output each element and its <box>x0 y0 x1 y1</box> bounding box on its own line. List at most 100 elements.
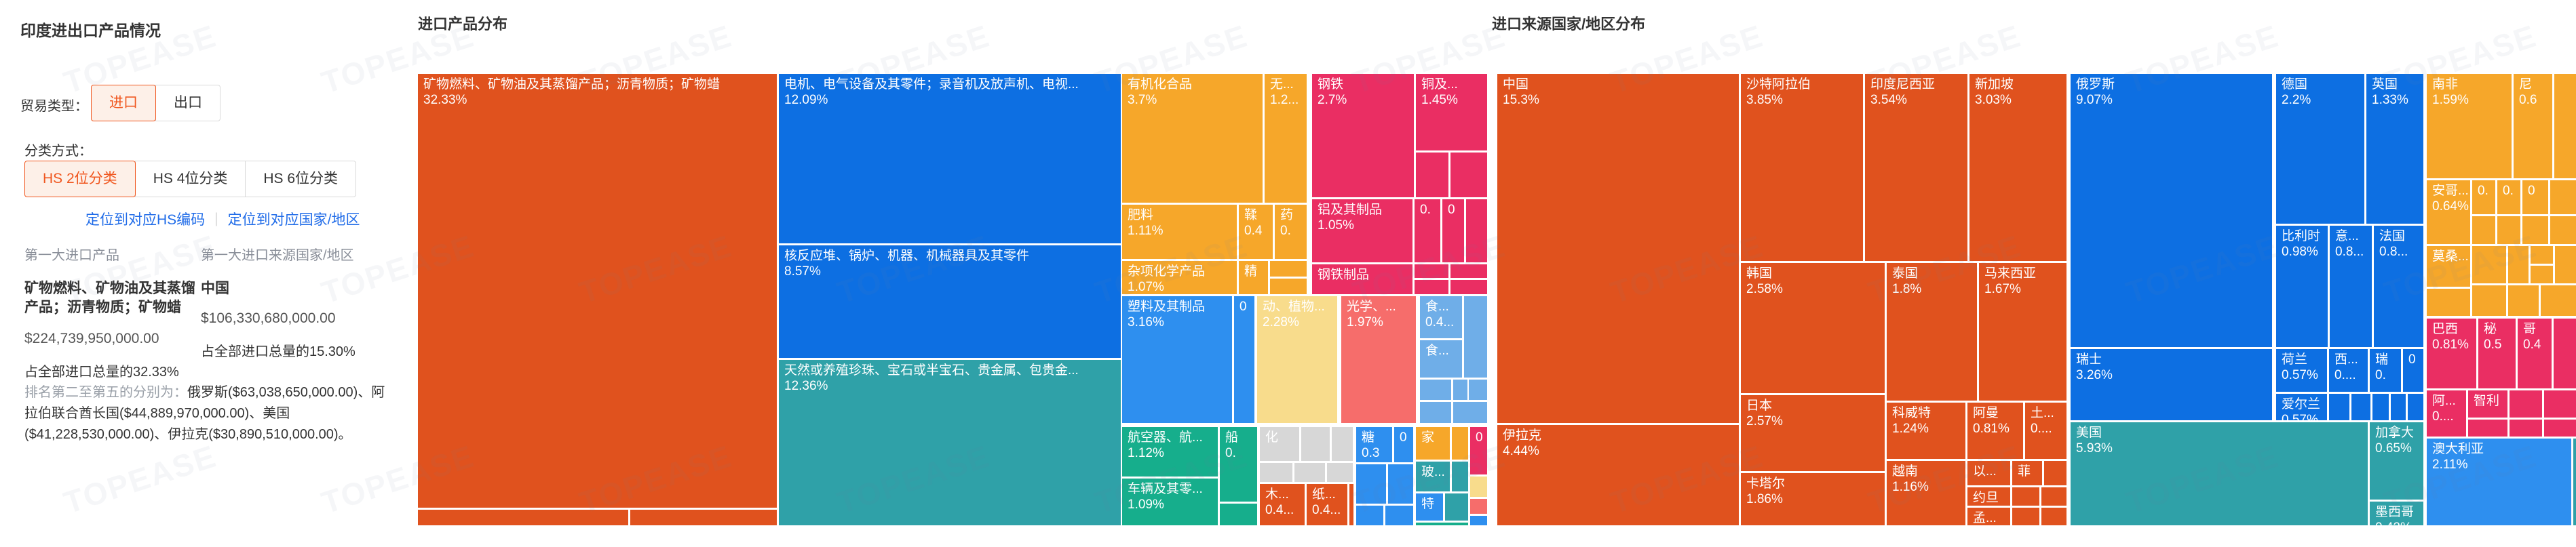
treemap-cell[interactable] <box>2391 394 2406 420</box>
treemap-cell[interactable]: 特 <box>1416 493 1443 521</box>
treemap-cell[interactable]: 马来西亚 1.67% <box>1979 263 2066 401</box>
treemap-cell[interactable]: 南非 1.59% <box>2427 74 2512 178</box>
treemap-cell[interactable]: 墨西哥0.42% <box>2370 502 2423 525</box>
treemap-cell[interactable]: 航空器、航... 1.12% <box>1122 427 1218 477</box>
treemap-cell[interactable] <box>1385 506 1413 525</box>
treemap-cell[interactable]: 铝及其制品 1.05% <box>1312 199 1412 262</box>
treemap-cell[interactable]: 瑞士 3.26% <box>2071 349 2272 420</box>
locate-hs-code-link[interactable]: 定位到对应HS编码 <box>85 212 206 228</box>
treemap-cell[interactable] <box>2555 246 2576 283</box>
treemap-cell[interactable] <box>1270 261 1307 277</box>
treemap-cell[interactable]: 伊拉克 4.44% <box>1497 425 1739 525</box>
treemap-cell[interactable] <box>1415 264 1448 278</box>
treemap-cell[interactable]: 新加坡 3.03% <box>1969 74 2066 261</box>
treemap-cell[interactable]: 西... 0.... <box>2329 349 2368 392</box>
treemap-cell[interactable] <box>2427 289 2470 316</box>
treemap-cell[interactable]: 以... <box>1967 461 2010 485</box>
treemap-cell[interactable] <box>2472 246 2506 283</box>
treemap-cell[interactable]: 科威特 1.24% <box>1887 403 1965 459</box>
treemap-cell[interactable] <box>1470 499 1487 514</box>
treemap-cell[interactable] <box>2550 216 2576 244</box>
treemap-cell[interactable]: 印度尼西亚 3.54% <box>1865 74 1967 261</box>
treemap-cell[interactable] <box>1220 504 1257 525</box>
treemap-cell[interactable] <box>630 510 777 525</box>
treemap-cell[interactable]: 土... 0.... <box>2025 403 2066 459</box>
treemap-cell[interactable]: 菲 <box>2012 461 2042 485</box>
treemap-cell[interactable]: 精 <box>1239 261 1268 294</box>
treemap-cell[interactable] <box>1294 463 1325 482</box>
treemap-cell[interactable] <box>2522 216 2548 244</box>
treemap-cell[interactable]: 日本 2.57% <box>1741 395 1885 471</box>
treemap-cell[interactable] <box>1416 153 1448 197</box>
treemap-cell[interactable]: 核反应堆、锅炉、机器、机械器具及其零件 8.57% <box>779 245 1121 358</box>
treemap-cell[interactable]: 电机、电气设备及其零件；录音机及放声机、电视... 12.09% <box>779 74 1121 243</box>
treemap-cell[interactable] <box>2468 420 2507 437</box>
treemap-cell[interactable] <box>2554 319 2576 388</box>
treemap-cell[interactable] <box>1452 462 1468 491</box>
locate-country-link[interactable]: 定位到对应国家/地区 <box>227 212 360 228</box>
treemap-cell[interactable]: 钢铁 2.7% <box>1312 74 1414 197</box>
treemap-cell[interactable]: 比利时 0.98% <box>2276 226 2328 347</box>
treemap-cell[interactable] <box>1453 380 1467 400</box>
treemap-cell[interactable]: 天然或养殖珍珠、宝石或半宝石、贵金属、包贵金... 12.36% <box>779 360 1121 525</box>
treemap-cell[interactable] <box>2408 394 2423 420</box>
treemap-cell[interactable]: 意... 0.8... <box>2330 226 2372 347</box>
treemap-cell[interactable]: 钢铁制品 <box>1312 264 1412 294</box>
treemap-cell[interactable] <box>2351 394 2370 420</box>
treemap-cell[interactable] <box>1356 464 1386 504</box>
treemap-cell[interactable]: 澳大利亚 2.11% <box>2427 439 2571 525</box>
treemap-cell[interactable] <box>2510 390 2542 418</box>
treemap-cell[interactable]: 瑞 0. <box>2370 349 2401 392</box>
treemap-cell[interactable]: 荷兰 0.57% <box>2276 349 2327 392</box>
treemap-cell[interactable] <box>2472 285 2506 316</box>
treemap-cell[interactable] <box>2472 216 2495 244</box>
treemap-cell[interactable] <box>2531 266 2553 283</box>
treemap-cell[interactable]: 家 <box>1416 427 1450 460</box>
treemap-cell[interactable]: 鞣 0.4 <box>1239 205 1273 259</box>
treemap-cell[interactable] <box>1388 464 1413 504</box>
treemap-cell[interactable] <box>1470 477 1487 497</box>
treemap-cell[interactable]: 约旦 <box>1967 487 2010 506</box>
treemap-cell[interactable] <box>2510 420 2542 437</box>
treemap-cell[interactable]: 食... <box>1420 340 1462 378</box>
treemap-cell[interactable]: 爱尔兰 0.57% <box>2276 394 2327 420</box>
treemap-cell[interactable] <box>2372 394 2389 420</box>
treemap-cell[interactable]: 化 <box>1260 427 1299 461</box>
treemap-cell[interactable] <box>2497 216 2520 244</box>
treemap-cell[interactable]: 0 <box>2522 180 2548 214</box>
treemap-cell[interactable]: 卡塔尔 1.86% <box>1741 473 1885 525</box>
treemap-cell[interactable] <box>2012 508 2039 525</box>
treemap-cell[interactable] <box>1327 463 1353 482</box>
treemap-cell[interactable]: 铜及... 1.45% <box>1416 74 1487 150</box>
treemap-cell[interactable] <box>418 510 628 525</box>
treemap-cell[interactable] <box>1420 380 1451 400</box>
treemap-cell[interactable]: 法国 0.8... <box>2374 226 2423 347</box>
trade-type-import-button[interactable]: 进口 <box>91 85 156 121</box>
treemap-cell[interactable]: 韩国 2.58% <box>1741 263 1885 393</box>
treemap-cell[interactable] <box>2044 461 2066 485</box>
treemap-cell[interactable] <box>1420 402 1451 423</box>
treemap-cell[interactable]: 矿物燃料、矿物油及其蒸馏产品；沥青物质；矿物蜡 32.33% <box>418 74 777 508</box>
treemap-cell[interactable] <box>1464 296 1487 378</box>
treemap-cell[interactable]: 船 0. <box>1220 427 1257 502</box>
treemap-cell[interactable] <box>1416 523 1468 525</box>
treemap-cell[interactable] <box>2541 285 2576 316</box>
treemap-cell[interactable]: 越南 1.16% <box>1887 461 1965 525</box>
treemap-cell[interactable]: 0. <box>2472 180 2495 214</box>
treemap-cell[interactable] <box>1270 279 1307 294</box>
treemap-cell[interactable] <box>2554 74 2576 178</box>
treemap-cell[interactable]: 中国 15.3% <box>1497 74 1739 423</box>
treemap-cell[interactable]: 智利 <box>2468 390 2507 418</box>
treemap-cell[interactable]: 沙特阿拉伯 3.85% <box>1741 74 1863 261</box>
treemap-cell[interactable]: 食... 0.4... <box>1420 296 1462 338</box>
treemap-cell[interactable] <box>1301 427 1330 461</box>
treemap-cell[interactable]: 阿... 0.... <box>2427 390 2466 437</box>
treemap-cell[interactable]: 塑料及其制品 3.16% <box>1122 296 1232 423</box>
hs2-classification-button[interactable]: HS 2位分类 <box>24 161 136 197</box>
treemap-cell[interactable]: 0 <box>1442 199 1464 262</box>
treemap-cell[interactable]: 莫桑... <box>2427 246 2470 287</box>
treemap-cell[interactable] <box>2041 487 2066 506</box>
treemap-cell[interactable]: 俄罗斯 9.07% <box>2071 74 2272 347</box>
treemap-cell[interactable] <box>2012 487 2039 506</box>
treemap-cell[interactable]: 杂项化学产品 1.07% <box>1122 261 1237 294</box>
